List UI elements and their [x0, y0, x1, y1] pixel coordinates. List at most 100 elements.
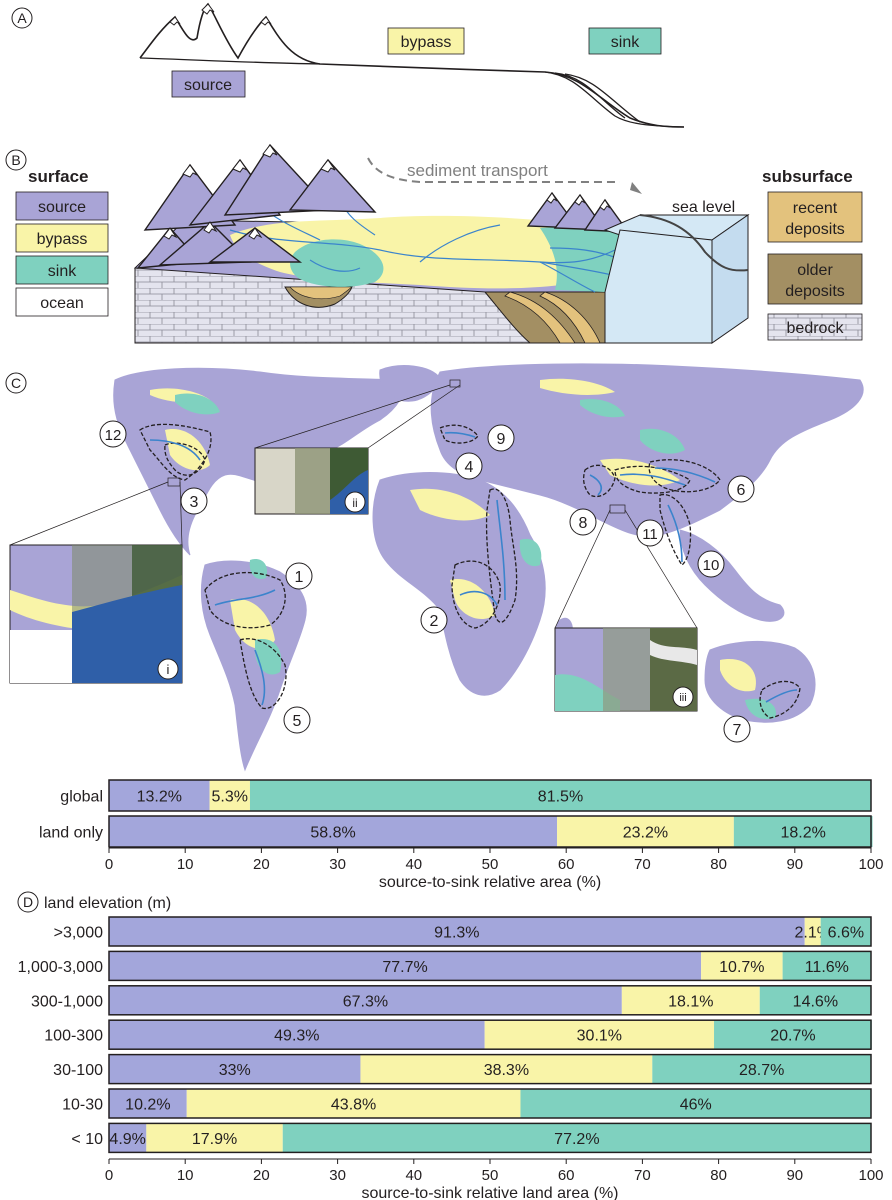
- panel-d-letter: D: [23, 894, 33, 910]
- panel-a-snowcap-1: [169, 16, 181, 26]
- x-tick-label: 40: [405, 856, 422, 873]
- basin-number-5: 5: [293, 713, 302, 730]
- x-tick-label: 10: [177, 1167, 194, 1184]
- legend-source-label: source: [38, 199, 86, 216]
- bar-segment-source: [109, 1054, 361, 1084]
- sea-box-side: [711, 214, 749, 344]
- basin-nile: [485, 488, 518, 623]
- recent-deposits-layer-2: [539, 291, 601, 344]
- basin-number-7: 7: [733, 722, 742, 739]
- basin-6-yangtze: [648, 459, 721, 493]
- bar-value-label: 46%: [680, 1097, 712, 1114]
- sea-box-front: [604, 229, 713, 344]
- panel-c-letter-circle: [5, 372, 27, 394]
- bar-segment-bypass: [557, 816, 734, 847]
- chart-global-land-bars: global 13.2% 5.3% 81.5% land only 58.8% 23.2% 1…: [39, 779, 873, 848]
- legend-ocean-label: ocean: [40, 295, 84, 312]
- legend-source-swatch: [15, 191, 109, 221]
- basin-3: [164, 442, 206, 476]
- basin-5-parana: [239, 638, 287, 710]
- bar-outline: [108, 916, 872, 947]
- basin-8-indus: [583, 464, 616, 498]
- legend-sink-label: sink: [48, 263, 77, 280]
- panel-a-sink-box: [588, 27, 662, 55]
- bar-segment-source: [109, 985, 622, 1015]
- bar-segment-sink: [782, 951, 871, 981]
- panel-a-snowcap-3: [260, 16, 272, 26]
- inset-iii: iii: [554, 627, 698, 712]
- panel-a-letter: A: [17, 10, 27, 26]
- panel-a-source-box: [171, 70, 246, 98]
- x-tick-label: 90: [786, 1167, 803, 1184]
- bar-value-label: 30.1%: [577, 1028, 622, 1045]
- basin-number-8: 8: [579, 515, 588, 532]
- basin-number-12: 12: [105, 427, 122, 444]
- x-tick-label: 30: [329, 1167, 346, 1184]
- bar-segment-sink: [820, 917, 871, 946]
- legend-older-deposits-line2: deposits: [785, 283, 845, 300]
- inset-i: i: [9, 544, 183, 684]
- panel-c: C: [5, 363, 864, 772]
- chart-elevation-title: land elevation (m): [44, 895, 171, 912]
- bar-value-label: 43.8%: [331, 1097, 376, 1114]
- bar-segment-sink: [282, 1123, 872, 1153]
- basin-marker-9: 9: [487, 424, 515, 452]
- bar-value-label: 4.9%: [109, 1131, 145, 1148]
- bar-segment-source: [109, 780, 210, 811]
- bar-segment-sink: [249, 780, 872, 811]
- basin-9-danube: [439, 424, 479, 444]
- legend-recent-deposits-line1: recent: [793, 200, 838, 217]
- southeast-asia: [679, 529, 785, 622]
- legend-bedrock-swatch: [767, 313, 863, 341]
- bar-outline: [108, 1088, 872, 1119]
- basin-marker-1: 1: [285, 562, 313, 590]
- mountain-snowcaps-left: [163, 144, 336, 240]
- bar-value-label: 81.5%: [538, 789, 583, 806]
- basin-number-1: 1: [295, 569, 304, 586]
- panel-a-letter-circle: [11, 7, 33, 29]
- bar-segment-bypass: [701, 951, 783, 981]
- seafloor-profile: [639, 214, 749, 272]
- category-label: global: [60, 789, 103, 806]
- bar-segment-source: [109, 951, 702, 981]
- x-tick-label: 70: [634, 856, 651, 873]
- panel-a-clinoform-3: [564, 73, 641, 123]
- basin-1-amazon: [204, 571, 286, 629]
- bar-segment-sink: [652, 1054, 871, 1084]
- basin-marker-8: 8: [569, 508, 597, 536]
- bar-value-label: 14.6%: [793, 993, 838, 1010]
- bar-value-label: 49.3%: [274, 1028, 319, 1045]
- bar-segment-bypass: [146, 1123, 283, 1153]
- x-tick-label: 70: [634, 1167, 651, 1184]
- mountain-range-right: [526, 191, 630, 233]
- bar-value-label: 67.3%: [343, 993, 388, 1010]
- category-label: < 10: [71, 1131, 103, 1148]
- x-tick-label: 0: [105, 856, 113, 873]
- subsurface-title: subsurface: [762, 167, 853, 186]
- bar-outline: [108, 1122, 872, 1154]
- bar-value-label: 17.9%: [192, 1131, 237, 1148]
- inset-iii-label: iii: [679, 692, 686, 704]
- x-tick-label: 0: [105, 1167, 113, 1184]
- bar-segment-bypass: [360, 1054, 653, 1084]
- x-tick-label: 40: [405, 1167, 422, 1184]
- panel-a-sink-label: sink: [611, 34, 640, 51]
- x-tick-label: 60: [558, 856, 575, 873]
- inset-ii: ii: [254, 447, 369, 515]
- recent-deposits-layer-1: [504, 291, 576, 344]
- bar-value-label: 28.7%: [739, 1062, 784, 1079]
- bar-value-label: 20.7%: [770, 1028, 815, 1045]
- surface-top-sink-delta: [540, 227, 625, 292]
- legend-older-deposits-line1: older: [797, 262, 833, 279]
- sediment-transport-arrowhead: [630, 182, 642, 194]
- basin-marker-12: 12: [99, 420, 127, 448]
- bar-value-label: 58.8%: [310, 825, 355, 842]
- basin-marker-2: 2: [420, 606, 448, 634]
- x-tick-label: 60: [558, 1167, 575, 1184]
- basin-number-9: 9: [497, 431, 506, 448]
- inset-ii-label: ii: [352, 496, 357, 510]
- bar-segment-bypass: [804, 917, 821, 946]
- bar-value-label: 5.3%: [212, 789, 248, 806]
- category-label: 10-30: [62, 1097, 103, 1114]
- bar-value-label: 10.2%: [125, 1097, 170, 1114]
